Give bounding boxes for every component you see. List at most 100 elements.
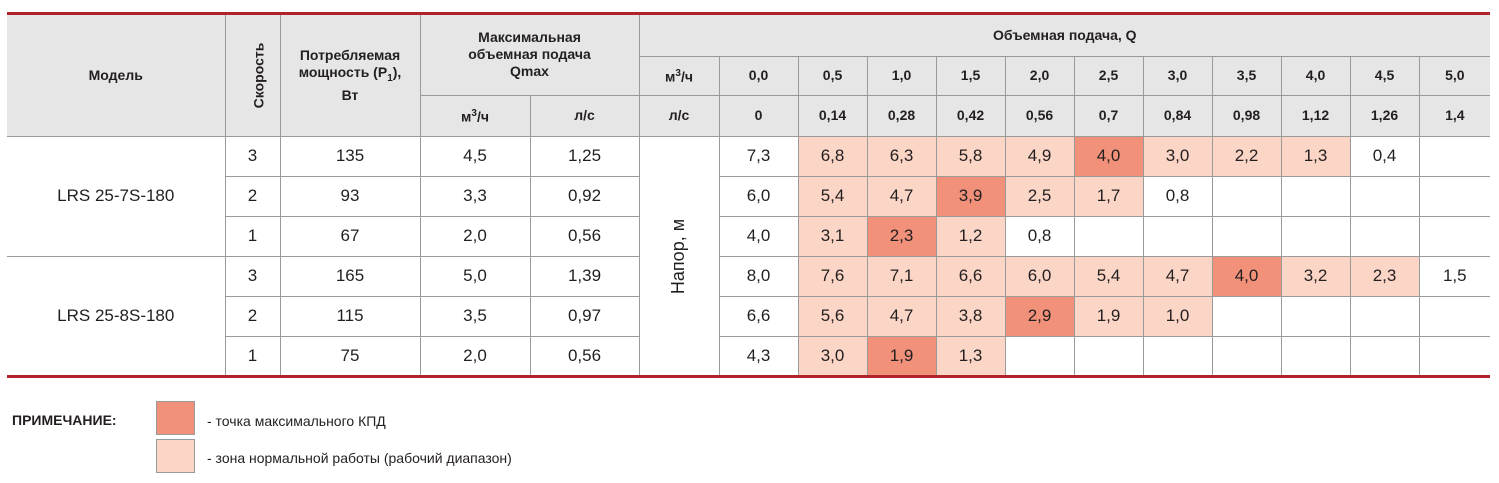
- table-row: LRS 25-8S-180 3 165 5,0 1,39 8,0 7,6 7,1 6,6 6,0 5…: [7, 255, 1491, 377]
- head-value-cell: [1349, 215, 1420, 257]
- head-value-cell: 2,3: [1349, 255, 1420, 297]
- head-value-cell: 2,2: [1211, 135, 1282, 177]
- flow-ls-5: 0,7: [1073, 94, 1144, 137]
- flow-ls-0: 0: [718, 94, 799, 137]
- note-label: ПРИМЕЧАНИЕ:: [12, 412, 117, 428]
- head-value-cell: 6,0: [718, 175, 799, 217]
- head-value-cell: 6,3: [866, 135, 937, 177]
- head-value-cell: 1,2: [935, 215, 1006, 257]
- col-header-flow: Объемная подача, Q: [638, 15, 1491, 57]
- speed-cell: 1: [225, 335, 281, 376]
- qmax-unit-ls: л/с: [529, 94, 640, 137]
- qmax-m3h-cell: 2,0: [419, 215, 531, 257]
- flow-unit-ls: л/с: [638, 94, 720, 137]
- head-value-cell: 7,6: [797, 255, 868, 297]
- head-value-cell: 4,9: [1004, 135, 1075, 177]
- head-value-cell: 0,8: [1004, 215, 1075, 257]
- speed-cell: 2: [225, 175, 281, 217]
- col-header-model: Модель: [7, 15, 226, 137]
- col-header-power: Потребляемая мощность (P1), Вт: [279, 15, 421, 137]
- head-value-cell: 1,3: [1280, 135, 1351, 177]
- head-value-cell: 3,9: [935, 175, 1006, 217]
- table-row: 2 93 3,3 0,92 6,0 5,4 4,7 3,9 2,5 1,7 0,8: [7, 175, 1491, 217]
- head-value-cell: [1349, 335, 1420, 376]
- head-value-cell: [1418, 215, 1491, 257]
- head-value-cell: 7,3: [718, 135, 799, 177]
- pump-performance-table: Модель Скорость Потребляемая мощность (P…: [7, 15, 1491, 377]
- head-value-cell: [1280, 175, 1351, 217]
- qmax-unit-m3h: м3/ч: [420, 94, 531, 137]
- flow-m3h-9: 4,5: [1349, 55, 1420, 96]
- flow-m3h-6: 3,0: [1142, 55, 1213, 96]
- head-value-cell: 1,5: [1418, 255, 1491, 297]
- table-row: LRS 25-7S-180 3 135 4,5 1,25 Напор, м 7,3 6,8 6,…: [7, 135, 1491, 377]
- head-label: Напор, м: [668, 218, 689, 294]
- head-label-cell: Напор, м: [638, 135, 720, 377]
- power-cell: 67: [279, 215, 421, 257]
- head-value-cell: 6,0: [1004, 255, 1075, 297]
- flow-m3h-7: 3,5: [1211, 55, 1282, 96]
- head-value-cell: [1280, 335, 1351, 376]
- qmax-m3h-cell: 4,5: [419, 135, 531, 177]
- head-value-cell: [1349, 175, 1420, 217]
- flow-ls-3: 0,42: [935, 94, 1006, 137]
- flow-m3h-4: 2,0: [1004, 55, 1075, 96]
- head-value-cell: [1211, 175, 1282, 217]
- head-value-cell: 1,0: [1142, 295, 1213, 337]
- head-value-cell: 4,0: [718, 215, 799, 257]
- head-value-cell: [1418, 295, 1491, 337]
- head-value-cell: 4,7: [866, 295, 937, 337]
- flow-ls-2: 0,28: [866, 94, 937, 137]
- head-value-cell: 1,9: [866, 335, 937, 376]
- flow-ls-9: 1,26: [1349, 94, 1420, 137]
- head-value-cell: 6,6: [935, 255, 1006, 297]
- qmax-m3h-cell: 5,0: [419, 255, 531, 297]
- head-value-cell: 4,3: [718, 335, 799, 376]
- table-row: 2 115 3,5 0,97 6,6 5,6 4,7 3,8 2,9 1,9 1,0: [7, 295, 1491, 337]
- head-value-cell: 3,1: [797, 215, 868, 257]
- head-value-cell: 4,7: [1142, 255, 1213, 297]
- flow-unit-m3h: м3/ч: [639, 55, 720, 96]
- power-cell: 135: [279, 135, 421, 177]
- head-value-cell: 1,3: [935, 335, 1006, 376]
- head-value-cell: 2,3: [866, 215, 937, 257]
- head-value-cell: [1142, 215, 1213, 257]
- head-value-cell: 6,6: [718, 295, 799, 337]
- head-value-cell: 1,7: [1073, 175, 1144, 217]
- flow-m3h-3: 1,5: [935, 55, 1006, 96]
- head-value-cell: [1211, 295, 1282, 337]
- head-value-cell: 6,8: [797, 135, 868, 177]
- head-value-cell: [1073, 215, 1144, 257]
- qmax-m3h-cell: 2,0: [419, 335, 531, 376]
- table-row: 1 75 2,0 0,56 4,3 3,0 1,9 1,3: [7, 335, 1491, 376]
- head-value-cell: [1004, 335, 1075, 376]
- head-value-cell: 3,2: [1280, 255, 1351, 297]
- table-row: 1 67 2,0 0,56 4,0 3,1 2,3 1,2 0,8: [7, 215, 1491, 257]
- qmax-ls-cell: 0,56: [529, 215, 640, 257]
- head-value-cell: 3,8: [935, 295, 1006, 337]
- qmax-m3h-cell: 3,5: [419, 295, 531, 337]
- power-cell: 115: [279, 295, 421, 337]
- head-value-cell: [1280, 215, 1351, 257]
- head-value-cell: 0,8: [1142, 175, 1213, 217]
- head-value-cell: 2,9: [1004, 295, 1075, 337]
- qmax-ls-cell: 0,97: [529, 295, 640, 337]
- head-value-cell: 4,7: [866, 175, 937, 217]
- head-value-cell: [1418, 175, 1491, 217]
- head-value-cell: 1,9: [1073, 295, 1144, 337]
- flow-m3h-2: 1,0: [866, 55, 937, 96]
- head-value-cell: 4,0: [1073, 135, 1144, 177]
- flow-ls-1: 0,14: [797, 94, 868, 137]
- flow-m3h-5: 2,5: [1073, 55, 1144, 96]
- col-header-speed: Скорость: [224, 15, 281, 137]
- head-value-cell: [1280, 295, 1351, 337]
- flow-ls-6: 0,84: [1142, 94, 1213, 137]
- speed-cell: 2: [225, 295, 281, 337]
- head-value-cell: 5,4: [797, 175, 868, 217]
- model-name: LRS 25-7S-180: [7, 135, 226, 257]
- power-cell: 93: [279, 175, 421, 217]
- head-value-cell: 4,0: [1211, 255, 1282, 297]
- head-value-cell: 0,4: [1349, 135, 1420, 177]
- head-value-cell: [1418, 335, 1491, 376]
- legend-swatch-max-efficiency: [156, 401, 195, 435]
